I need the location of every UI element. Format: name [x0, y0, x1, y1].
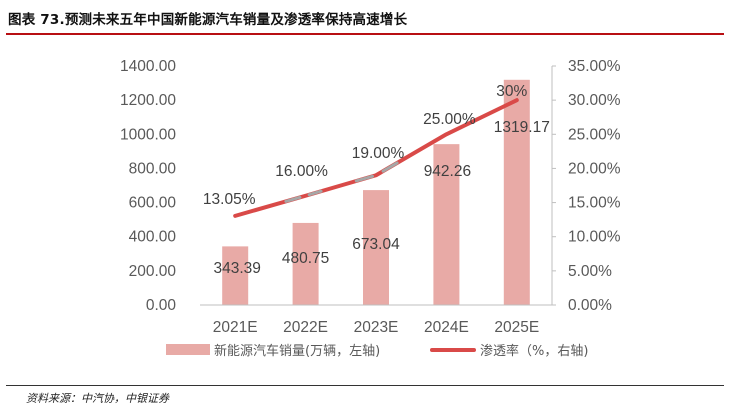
left-tick-label: 600.00 [129, 195, 177, 212]
line-overlay-segment [354, 174, 374, 183]
source-note: 资料来源：中汽协，中银证券 [26, 392, 169, 405]
left-tick-label: 1000.00 [120, 126, 176, 143]
left-tick-label: 400.00 [129, 229, 177, 246]
bar [292, 222, 319, 305]
left-tick-label: 0.00 [146, 297, 177, 314]
line-data-label: 16.00% [275, 163, 328, 180]
bar-data-label: 343.39 [213, 260, 260, 277]
line-overlay-segment [381, 161, 399, 173]
bar-data-label: 480.75 [282, 250, 329, 267]
left-tick-label: 200.00 [129, 263, 177, 280]
bar-data-labels: 343.39 480.75 673.04 942.26 1319.17 [213, 119, 549, 277]
right-tick-label: 20.00% [568, 160, 621, 177]
axes [200, 66, 553, 306]
x-tick-label: 2024E [424, 319, 469, 336]
bar [363, 190, 389, 305]
figure-title: 图表 73.预测未来五年中国新能源汽车销量及渗透率保持高速增长 [8, 12, 408, 28]
bar-data-label: 942.26 [424, 163, 471, 180]
right-tick-label: 15.00% [568, 195, 621, 212]
right-axis-ticks: 0.00% 5.00% 10.00% 15.00% 20.00% 25.00% 30.00%… [552, 58, 621, 314]
footer-rule [6, 385, 724, 386]
bar-data-label: 1319.17 [494, 119, 550, 136]
line-data-label: 30% [496, 83, 527, 100]
bar-data-label: 673.04 [352, 236, 400, 253]
legend-bar-label: 新能源汽车销量(万辆，左轴) [214, 343, 380, 359]
line-data-label: 13.05% [203, 191, 256, 208]
legend: 新能源汽车销量(万辆，左轴) 渗透率（%，右轴) [166, 343, 588, 359]
line-overlay-segment [284, 195, 302, 203]
left-tick-label: 1200.00 [120, 92, 176, 109]
left-tick-label: 800.00 [129, 160, 177, 177]
bar-series [222, 79, 530, 306]
right-tick-label: 30.00% [568, 92, 621, 109]
line-path [233, 98, 519, 218]
bar [433, 144, 460, 305]
right-tick-label: 5.00% [568, 263, 612, 280]
title-rule [6, 33, 724, 35]
line-data-label: 25.00% [423, 111, 476, 128]
right-tick-label: 0.00% [568, 297, 612, 314]
line-data-label: 19.00% [352, 145, 405, 162]
left-tick-label: 1400.00 [120, 58, 176, 75]
left-axis-ticks: 0.00 200.00 400.00 600.00 800.00 1000.00 1200.… [120, 58, 176, 314]
bar [222, 246, 249, 305]
x-tick-label: 2021E [213, 319, 258, 336]
line-series [233, 98, 519, 218]
line-data-labels: 13.05% 16.00% 19.00% 25.00% 30% [203, 83, 528, 208]
x-tick-label: 2025E [494, 319, 539, 336]
line-overlay-segment [307, 189, 323, 197]
legend-bar-swatch [166, 344, 210, 355]
legend-line-label: 渗透率（%，右轴) [480, 343, 588, 359]
x-tick-label: 2023E [354, 319, 399, 336]
right-tick-label: 10.00% [568, 229, 621, 246]
bar [503, 79, 530, 306]
combo-chart: 0.00 200.00 400.00 600.00 800.00 1000.00 1200.… [120, 58, 621, 359]
x-axis-ticks: 2021E 2022E 2023E 2024E 2025E [213, 319, 539, 336]
right-tick-label: 25.00% [568, 126, 621, 143]
right-tick-label: 35.00% [568, 58, 621, 75]
x-tick-label: 2022E [283, 319, 328, 336]
